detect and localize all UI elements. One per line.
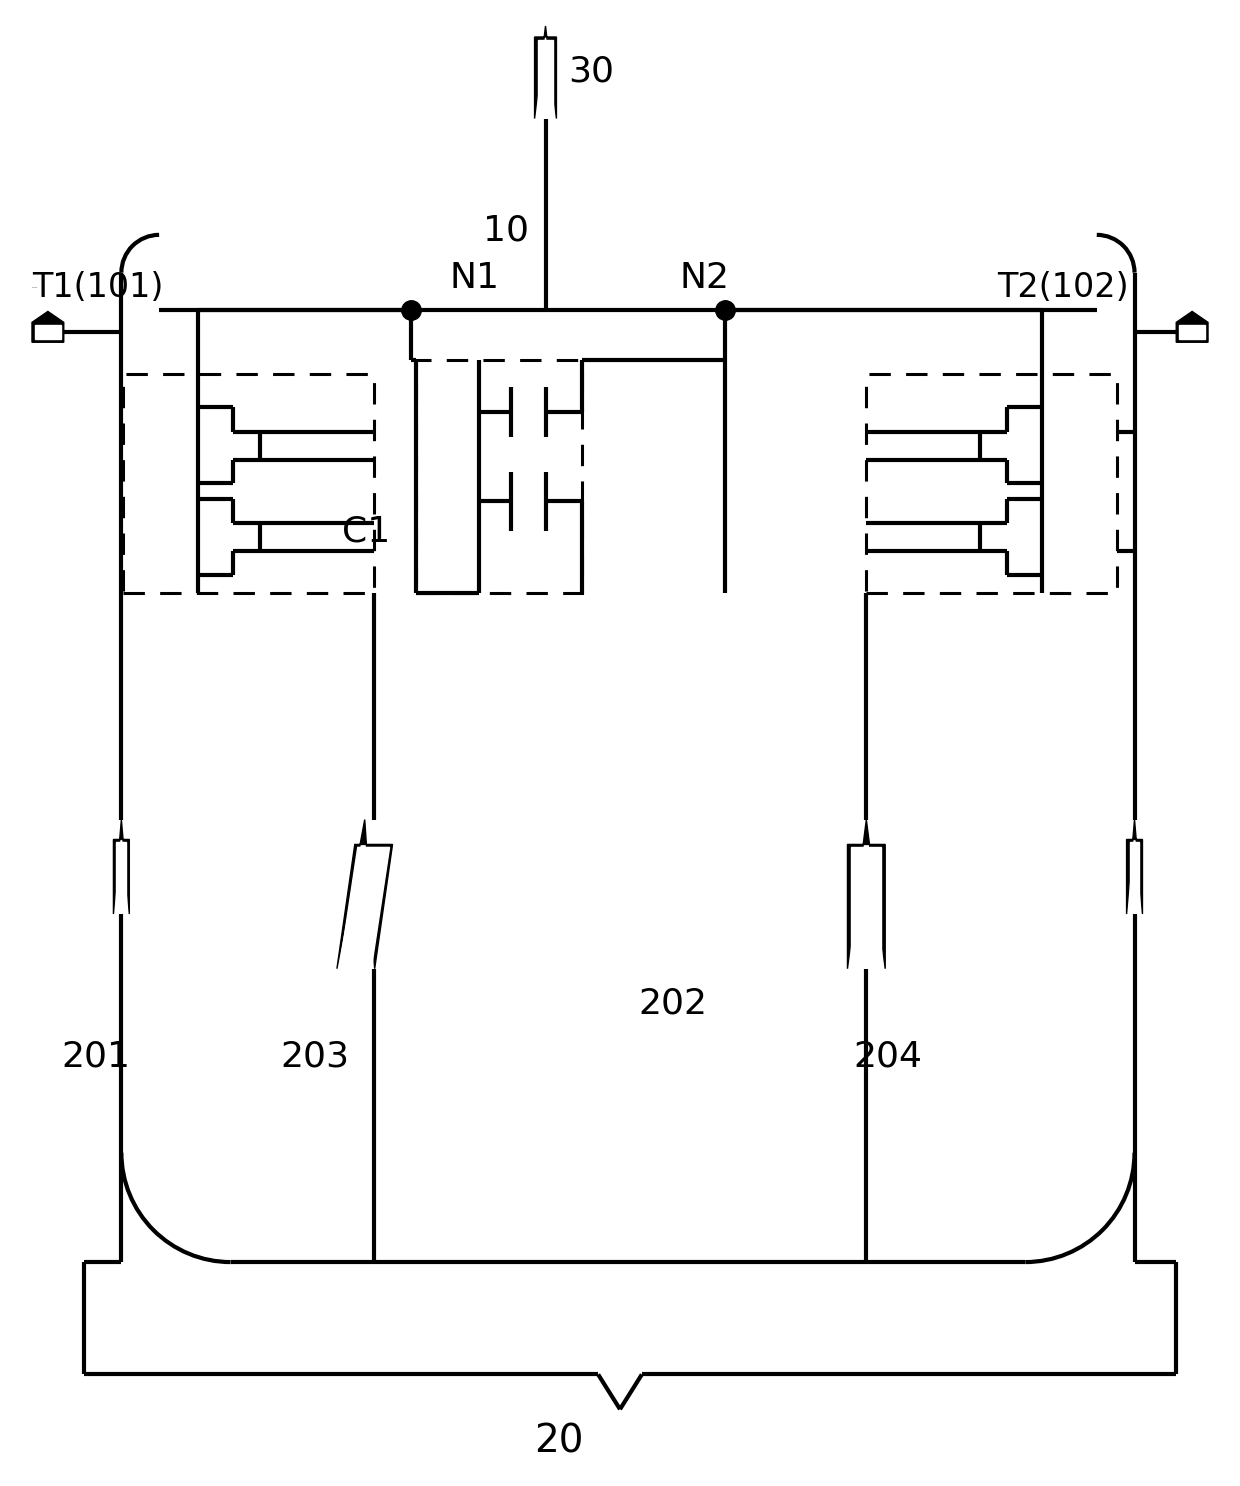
- Text: N1: N1: [449, 260, 500, 294]
- Bar: [417, 360, 583, 593]
- Text: 203: 203: [280, 1039, 350, 1073]
- Polygon shape: [337, 820, 393, 969]
- Bar: [867, 374, 1117, 593]
- Polygon shape: [113, 820, 129, 914]
- Polygon shape: [534, 27, 557, 119]
- Text: T1(101): T1(101): [32, 270, 164, 305]
- Polygon shape: [538, 40, 553, 116]
- Polygon shape: [35, 325, 61, 339]
- Polygon shape: [117, 843, 126, 911]
- Text: 10: 10: [482, 214, 529, 248]
- Polygon shape: [32, 312, 63, 342]
- Text: T2(102): T2(102): [997, 270, 1130, 305]
- Bar: [123, 374, 373, 593]
- Text: 202: 202: [637, 987, 707, 1021]
- Polygon shape: [340, 847, 389, 966]
- Polygon shape: [852, 847, 882, 964]
- Polygon shape: [847, 820, 885, 969]
- Polygon shape: [1177, 312, 1208, 342]
- Text: N2: N2: [680, 260, 729, 294]
- Polygon shape: [1179, 325, 1205, 339]
- Polygon shape: [1130, 843, 1140, 911]
- Text: 204: 204: [853, 1039, 923, 1073]
- Text: 201: 201: [62, 1039, 130, 1073]
- Text: 30: 30: [568, 55, 614, 89]
- Polygon shape: [1127, 820, 1142, 914]
- Text: C1: C1: [342, 514, 391, 548]
- Text: 20: 20: [533, 1422, 583, 1461]
